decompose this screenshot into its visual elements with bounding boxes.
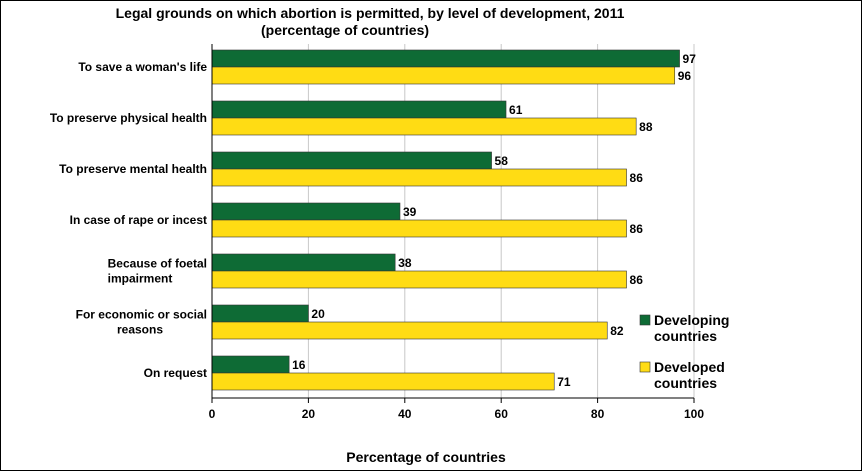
category-label-4-1: impairment bbox=[108, 272, 173, 286]
data-label-developed-4: 86 bbox=[630, 273, 644, 287]
bar-developed-1 bbox=[211, 117, 637, 136]
x-tick-label-4: 80 bbox=[591, 407, 605, 421]
data-label-developing-1: 61 bbox=[509, 103, 523, 117]
data-label-developed-2: 86 bbox=[630, 171, 644, 185]
legend-label-1-0: Developed bbox=[654, 359, 725, 375]
x-tick-label-0: 0 bbox=[209, 407, 216, 421]
data-label-developing-3: 39 bbox=[403, 205, 417, 219]
data-label-developing-4: 38 bbox=[398, 256, 412, 270]
bar-developed-2 bbox=[211, 168, 627, 187]
bar-developing-1 bbox=[211, 100, 507, 119]
data-label-developed-0: 96 bbox=[678, 69, 692, 83]
chart-title: Legal grounds on which abortion is permi… bbox=[116, 5, 625, 21]
x-tick-label-1: 20 bbox=[302, 407, 316, 421]
bar-developed-4 bbox=[211, 270, 627, 289]
legend-label-0-1: countries bbox=[654, 328, 717, 344]
category-label-6-0: On request bbox=[144, 366, 207, 380]
bar-developed-0 bbox=[211, 66, 676, 85]
bar-developing-3 bbox=[211, 202, 401, 221]
category-label-5-1: reasons bbox=[117, 323, 163, 337]
legend-swatch-1 bbox=[639, 361, 651, 373]
data-label-developing-5: 20 bbox=[311, 307, 325, 321]
category-label-3-0: In case of rape or incest bbox=[70, 213, 207, 227]
x-axis-title: Percentage of countries bbox=[346, 449, 506, 465]
bar-developing-2 bbox=[211, 151, 492, 170]
data-label-developed-3: 86 bbox=[630, 222, 644, 236]
data-labels: 97 96 61 88 58 86 39 86 38 86 20 82 16 71 bbox=[292, 52, 696, 389]
data-label-developing-2: 58 bbox=[495, 154, 509, 168]
category-label-1-0: To preserve physical health bbox=[50, 111, 207, 125]
category-label-5-0: For economic or social bbox=[76, 308, 207, 322]
axes bbox=[211, 44, 695, 403]
legend-label-0-0: Developing bbox=[654, 312, 729, 328]
x-tick-label-5: 100 bbox=[684, 407, 704, 421]
category-labels: To save a woman's life To preserve physic… bbox=[50, 60, 207, 380]
x-tick-label-2: 40 bbox=[398, 407, 412, 421]
bar-developing-5 bbox=[211, 304, 309, 323]
bar-developed-5 bbox=[211, 321, 608, 340]
bar-developed-6 bbox=[211, 372, 555, 391]
tick-labels: 0 20 40 60 80 100 bbox=[209, 407, 705, 421]
x-tick-label-3: 60 bbox=[495, 407, 509, 421]
bar-developed-3 bbox=[211, 219, 627, 238]
bar-developing-0 bbox=[211, 49, 680, 68]
chart-subtitle: (percentage of countries) bbox=[261, 22, 429, 38]
data-label-developed-1: 88 bbox=[639, 120, 653, 134]
bar-developing-4 bbox=[211, 253, 396, 272]
category-label-4-0: Because of foetal bbox=[108, 257, 207, 271]
data-label-developed-6: 71 bbox=[557, 375, 571, 389]
legend-swatch-0 bbox=[639, 314, 651, 326]
category-label-0-0: To save a woman's life bbox=[78, 60, 207, 74]
data-label-developing-6: 16 bbox=[292, 358, 306, 372]
bars bbox=[211, 49, 680, 391]
legend-label-1-1: countries bbox=[654, 375, 717, 391]
data-label-developing-0: 97 bbox=[683, 52, 697, 66]
bar-developing-6 bbox=[211, 355, 290, 374]
category-label-2-0: To preserve mental health bbox=[59, 162, 207, 176]
data-label-developed-5: 82 bbox=[610, 324, 624, 338]
